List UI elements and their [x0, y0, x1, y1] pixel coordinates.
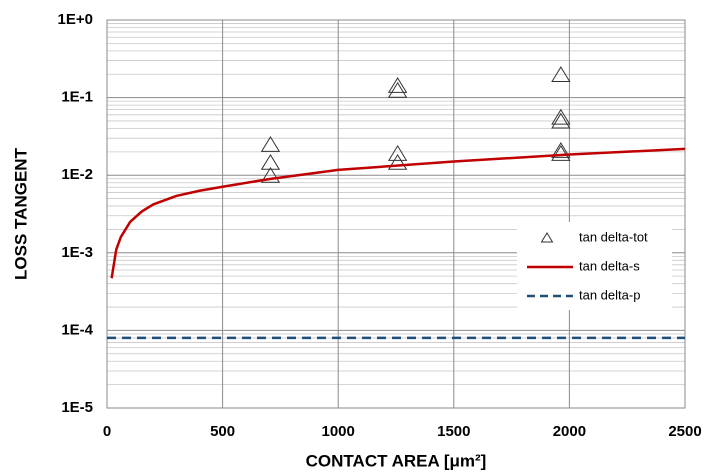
point [260, 153, 281, 170]
y-tick-label: 1E-4 [61, 321, 93, 338]
plot-border [106, 19, 686, 409]
legend-label: tan delta-tot [579, 229, 648, 244]
y-tick-label: 1E-3 [61, 244, 93, 261]
y-tick-label: 1E-5 [61, 399, 93, 416]
x-tick-label: 2500 [668, 423, 701, 440]
point [260, 166, 281, 183]
grid [106, 19, 686, 409]
x-tick-label: 500 [210, 423, 235, 440]
point [551, 108, 571, 125]
point [551, 144, 571, 161]
x-tick-label: 2000 [553, 423, 586, 440]
y-axis-label: LOSS TANGENT [11, 147, 30, 280]
point [551, 66, 571, 82]
x-tick-label: 1000 [322, 423, 355, 440]
point [387, 153, 408, 170]
x-axis-label: CONTACT AREA [μm²] [306, 451, 487, 470]
y-tick-label: 1E-2 [61, 166, 93, 183]
x-tick-label: 1500 [437, 423, 470, 440]
y-tick-label: 1E-1 [61, 89, 93, 106]
point [260, 136, 281, 152]
legend-symbol [540, 232, 554, 243]
y-tick-label: 1E+0 [58, 11, 93, 28]
point [551, 112, 571, 129]
legend-label: tan delta-s [579, 258, 640, 273]
point [387, 81, 408, 98]
point [551, 142, 571, 158]
x-tick-label: 0 [103, 423, 111, 440]
line [110, 147, 686, 279]
point [387, 144, 408, 161]
legend-label: tan delta-p [579, 287, 640, 302]
point [387, 77, 408, 93]
